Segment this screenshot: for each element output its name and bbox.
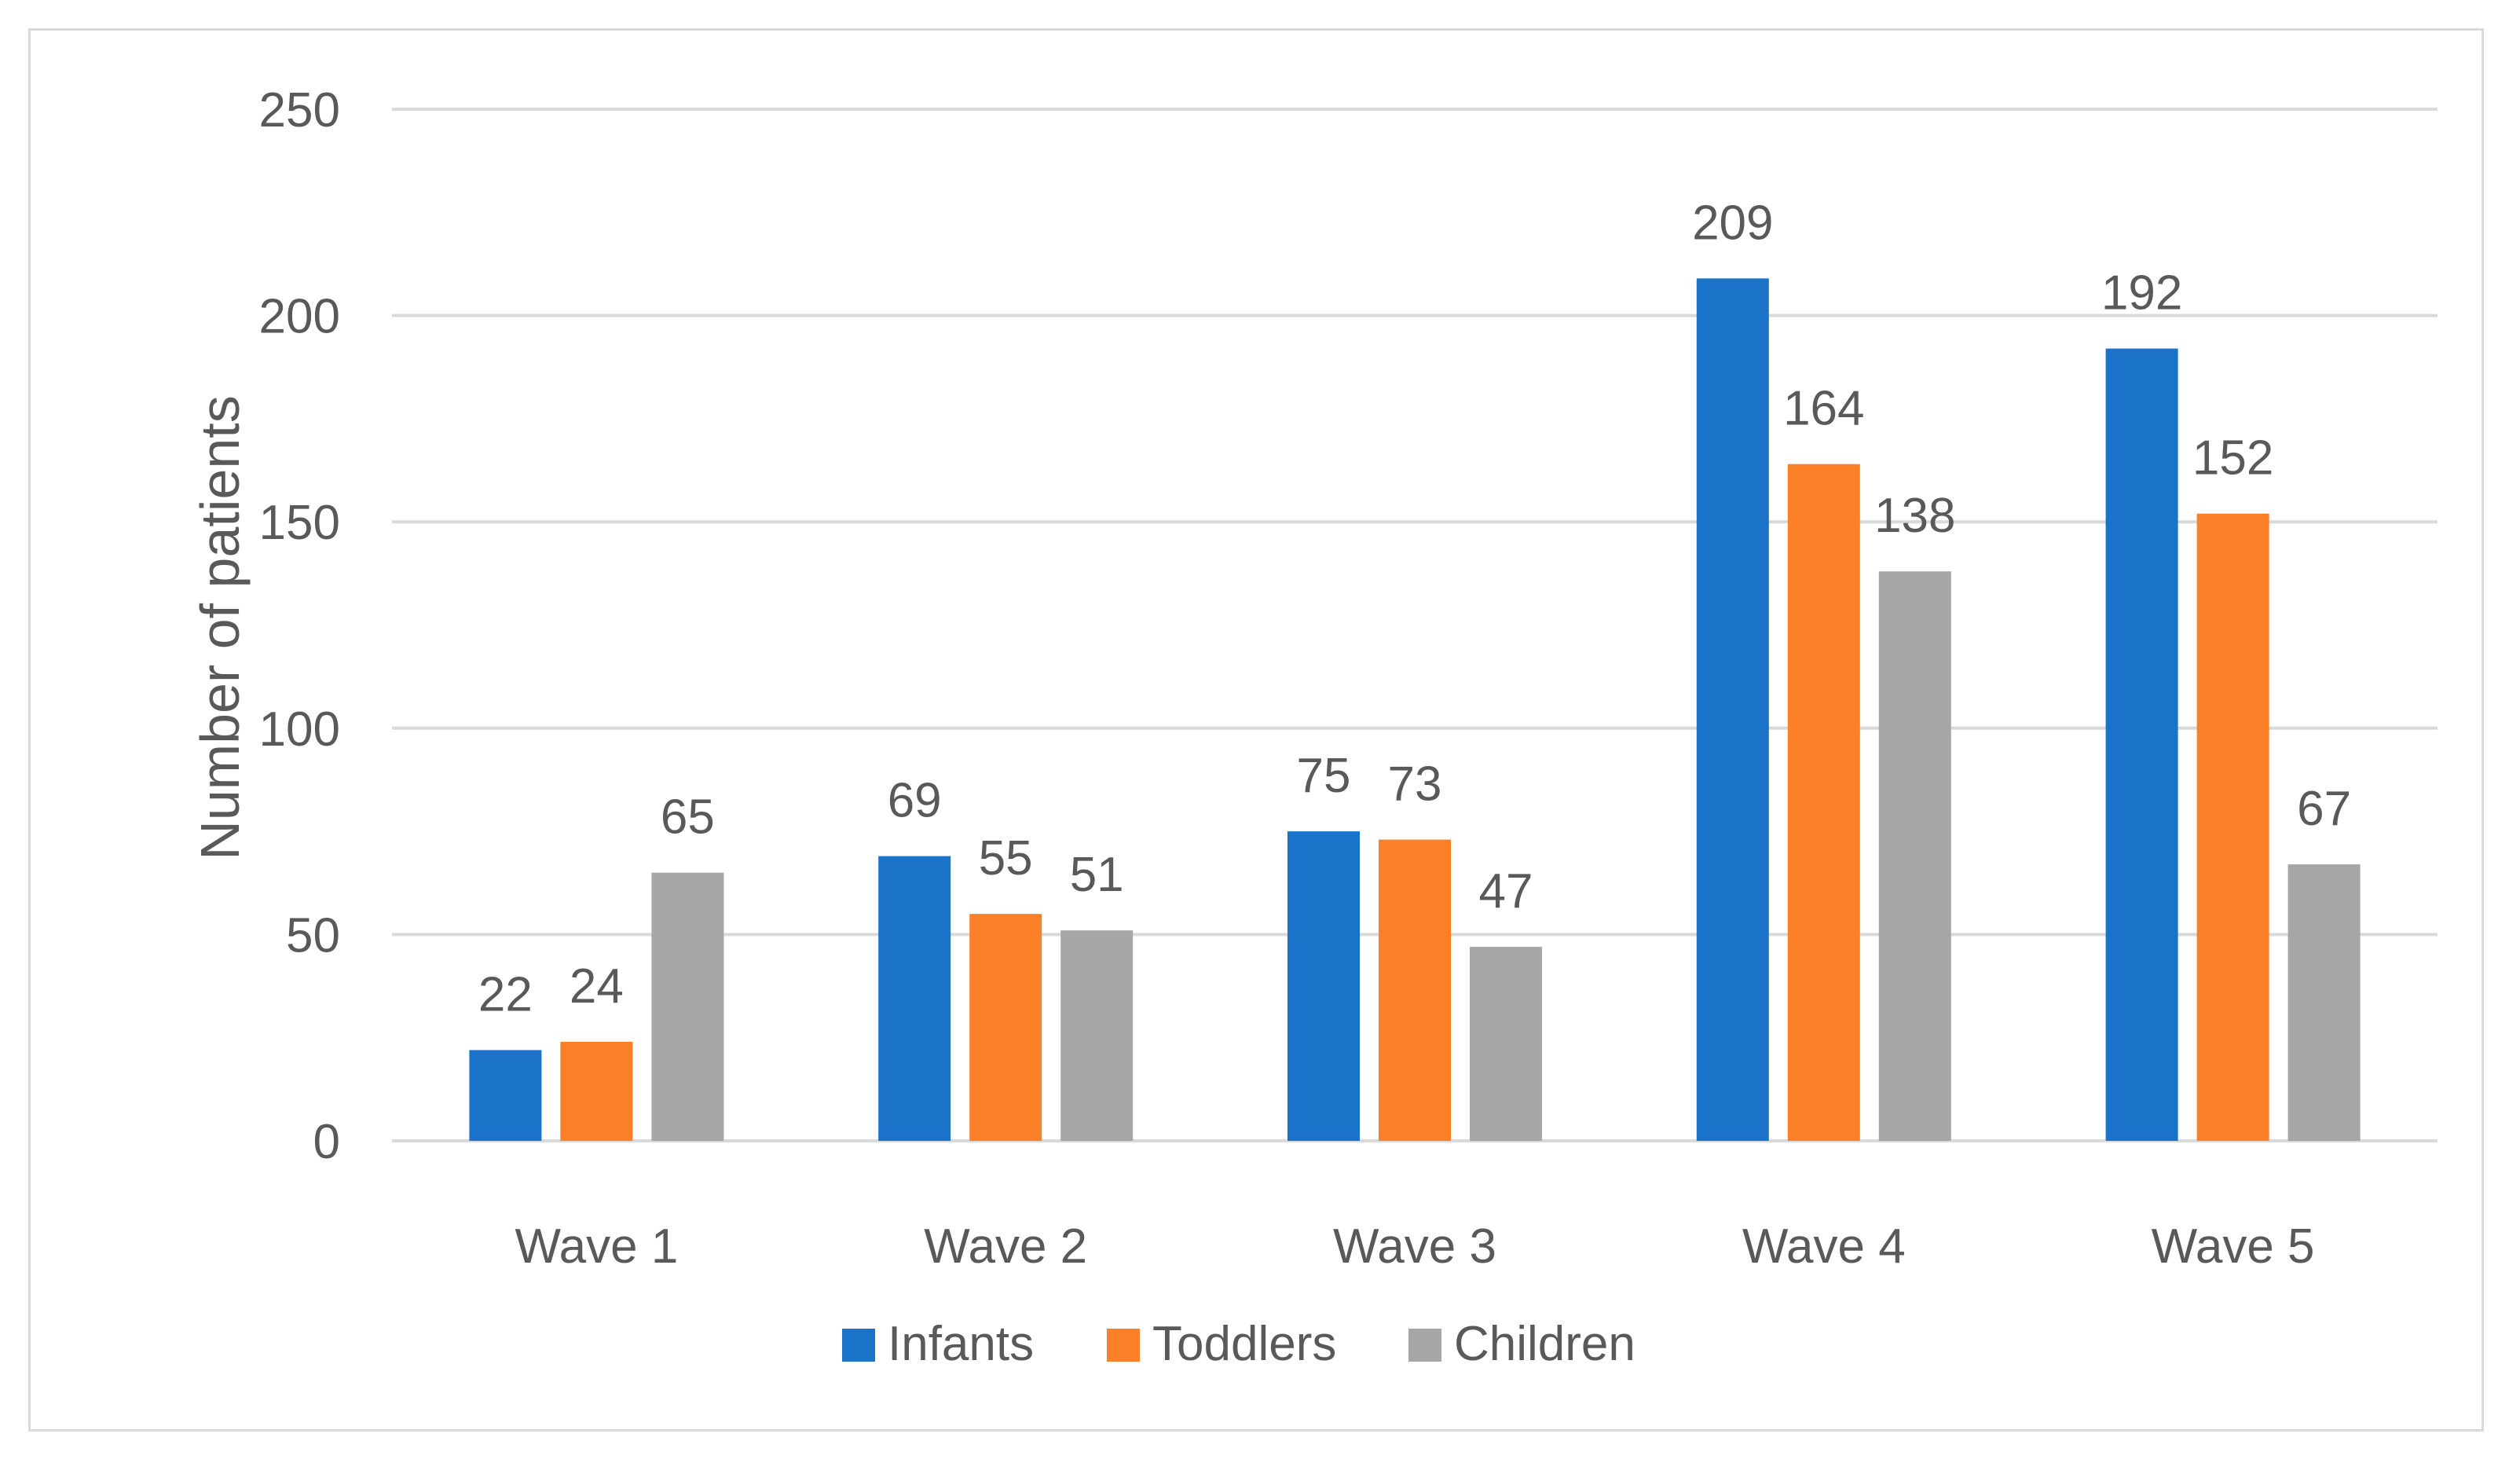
data-label: 67 [2297,782,2351,836]
data-label: 65 [661,790,715,845]
x-category-label: Wave 4 [1742,1219,1906,1274]
legend-label-toddlers: Toddlers [1152,1317,1336,1371]
bar-chart: 0 50 100 150 200 250 22 24 65 69 55 51 75 73 47 209 164… [189,83,2438,1371]
y-tick-label: 100 [259,702,340,757]
data-label: 22 [478,967,533,1021]
y-axis-ticks: 0 50 100 150 200 250 [259,83,340,1169]
legend-label-infants: Infants [888,1317,1034,1371]
data-label: 47 [1479,864,1533,918]
data-label: 209 [1692,196,1773,250]
data-label: 73 [1388,757,1442,812]
data-label: 24 [570,959,624,1014]
y-tick-label: 200 [259,290,340,344]
legend: Infants Toddlers Children [842,1317,1635,1371]
legend-swatch-children [1408,1329,1441,1362]
bar-toddlers-wave-5 [2196,513,2269,1141]
data-label: 75 [1297,749,1351,803]
bar-infants-wave-2 [878,856,951,1141]
data-label: 192 [2101,266,2182,321]
y-tick-label: 50 [286,908,340,962]
bars [469,278,2361,1142]
data-label: 164 [1783,382,1864,436]
gridlines [392,108,2438,1142]
data-label: 138 [1874,489,1955,543]
chart-frame: 0 50 100 150 200 250 22 24 65 69 55 51 75 73 47 209 164… [28,28,2484,1432]
data-label: 152 [2192,431,2273,486]
bar-children-wave-3 [1470,947,1542,1141]
bar-toddlers-wave-1 [560,1041,633,1141]
data-label: 69 [888,774,942,828]
y-axis-title: Number of patients [189,395,251,860]
bar-toddlers-wave-4 [1787,464,1860,1141]
bar-children-wave-4 [1878,571,1951,1141]
y-tick-label: 250 [259,83,340,138]
x-category-label: Wave 5 [2152,1219,2315,1274]
y-tick-label: 150 [259,496,340,550]
bar-toddlers-wave-3 [1379,839,1451,1141]
bar-infants-wave-3 [1287,831,1360,1141]
x-category-label: Wave 3 [1333,1219,1496,1274]
data-label: 55 [979,831,1033,886]
data-label: 51 [1070,848,1124,902]
legend-swatch-toddlers [1107,1329,1140,1362]
x-axis-categories: Wave 1 Wave 2 Wave 3 Wave 4 Wave 5 [515,1219,2314,1274]
bar-infants-wave-1 [469,1050,542,1141]
x-category-label: Wave 1 [515,1219,678,1274]
x-category-label: Wave 2 [924,1219,1087,1274]
bar-children-wave-2 [1060,930,1134,1141]
bar-children-wave-1 [651,872,724,1141]
bar-children-wave-5 [2287,864,2361,1141]
bar-infants-wave-4 [1696,278,1769,1141]
legend-swatch-infants [842,1329,875,1362]
legend-label-children: Children [1454,1317,1635,1371]
bar-toddlers-wave-2 [969,914,1042,1141]
y-tick-label: 0 [313,1115,340,1169]
bar-infants-wave-5 [2105,348,2178,1142]
